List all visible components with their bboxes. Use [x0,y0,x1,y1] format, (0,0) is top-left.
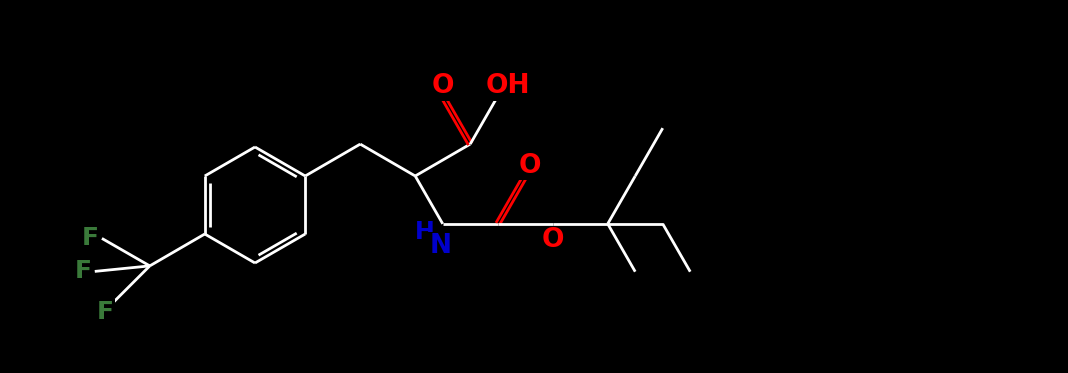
Text: O: O [431,73,454,99]
Text: H: H [414,220,435,244]
Text: O: O [541,227,564,253]
Text: O: O [519,153,541,179]
Text: F: F [81,226,98,250]
Text: OH: OH [486,73,530,99]
Text: F: F [97,300,114,325]
Text: F: F [75,259,91,283]
Text: N: N [429,233,452,259]
